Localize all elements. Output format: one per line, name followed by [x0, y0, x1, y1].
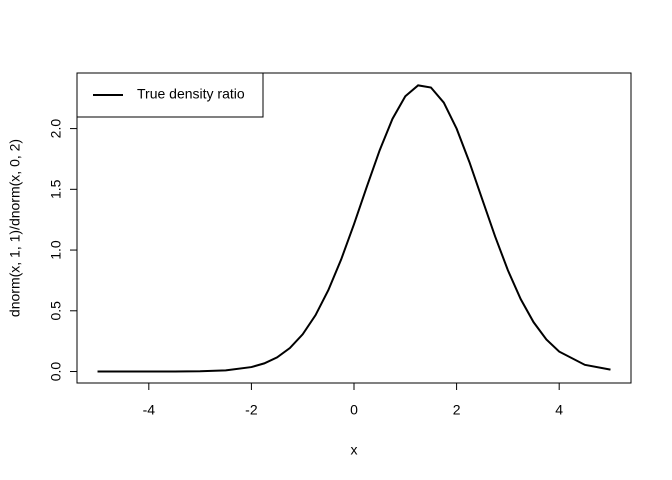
- data-line: [97, 84, 611, 373]
- y-axis-label: dnorm(x, 1, 1)/dnorm(x, 0, 2): [7, 139, 23, 317]
- x-axis-label: x: [351, 442, 358, 458]
- y-tick-label: 0.0: [48, 362, 64, 382]
- x-tick-label: 4: [555, 402, 563, 418]
- x-tick-label: -2: [245, 402, 258, 418]
- legend-label: True density ratio: [137, 86, 245, 102]
- y-tick-label: 2.0: [48, 119, 64, 139]
- x-tick-label: -4: [143, 402, 156, 418]
- x-tick-label: 0: [350, 402, 358, 418]
- x-tick-label: 2: [453, 402, 461, 418]
- y-tick-label: 0.5: [48, 301, 64, 321]
- plot-frame: [76, 72, 632, 384]
- y-tick-label: 1.0: [48, 240, 64, 260]
- y-tick-label: 1.5: [48, 179, 64, 199]
